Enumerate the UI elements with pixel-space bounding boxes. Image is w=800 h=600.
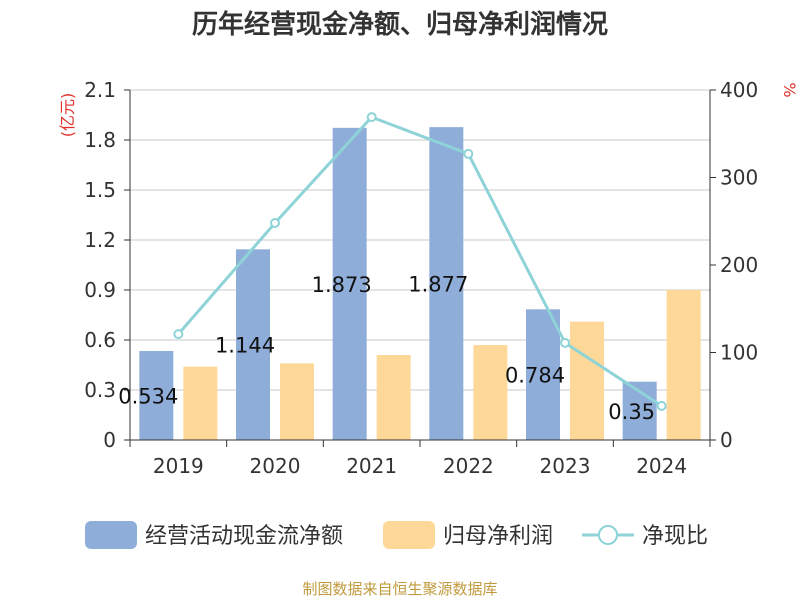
left-axis-tick-label: 1.8 <box>84 128 116 152</box>
left-axis-tick-label: 0 <box>103 428 116 452</box>
data-labels: 0.534 1.144 1.873 1.877 0.784 0.35 <box>118 273 655 424</box>
left-axis-tick-label: 0.3 <box>84 378 116 402</box>
x-axis-tick-label: 2023 <box>540 454 591 478</box>
right-axis-tick-label: 100 <box>720 341 758 365</box>
right-axis-tick-label: 400 <box>720 78 758 102</box>
chart-title: 历年经营现金净额、归母净利润情况 <box>192 9 608 40</box>
grid-lines <box>130 89 710 391</box>
x-axis-tick-label: 2020 <box>250 454 301 478</box>
cashflow-data-label: 0.35 <box>608 400 655 424</box>
cashflow-bar <box>332 127 367 440</box>
bar-series <box>139 127 701 441</box>
ratio-point <box>366 112 377 123</box>
right-axis-tick-label: 0 <box>720 428 733 452</box>
left-axis-tick-label: 1.5 <box>84 178 116 202</box>
cashflow-data-label: 0.784 <box>505 364 565 388</box>
right-axis-tick-label: 300 <box>720 166 758 190</box>
left-axis-tick-label: 1.2 <box>84 228 116 252</box>
x-axis-tick-label: 2024 <box>636 454 687 478</box>
line-series <box>173 112 667 411</box>
left-axis-tick-label: 0.6 <box>84 328 116 352</box>
left-axis-tick-label: 2.1 <box>84 78 116 102</box>
left-axis-unit: (亿元) <box>58 93 77 138</box>
right-axis-unit: % <box>780 82 799 97</box>
ratio-point <box>270 218 280 228</box>
cashflow-data-label: 0.534 <box>118 385 178 409</box>
x-axis-tick-label: 2019 <box>153 454 204 478</box>
profit-bar <box>570 321 604 440</box>
legend-cashflow-swatch <box>85 521 137 549</box>
cashflow-data-label: 1.873 <box>312 273 372 297</box>
profit-bar <box>473 345 508 440</box>
cashflow-data-label: 1.144 <box>215 334 275 358</box>
cashflow-bar <box>139 351 174 440</box>
ratio-point <box>463 148 474 159</box>
left-axis-tick-label: 0.9 <box>84 278 116 302</box>
legend-cashflow-label: 经营活动现金流净额 <box>145 524 343 549</box>
profit-bar <box>280 363 314 440</box>
legend: 经营活动现金流净额 归母净利润 净现比 <box>85 521 708 549</box>
ratio-line <box>177 115 663 408</box>
legend-profit-swatch <box>383 521 435 549</box>
legend-profit-label: 归母净利润 <box>443 524 553 549</box>
ratio-point <box>656 400 667 411</box>
cashflow-bar <box>429 127 464 441</box>
ratio-point <box>173 329 184 340</box>
cashflow-data-label: 1.877 <box>408 273 468 297</box>
profit-bar <box>183 366 218 440</box>
legend-ratio-marker <box>598 525 618 545</box>
profit-bar <box>376 355 411 440</box>
axes: 0 0.3 0.6 0.9 1.2 1.5 1.8 2.1 0 100 200 300 400 2019 2… <box>84 78 758 478</box>
profit-bar <box>666 290 701 440</box>
x-axis-tick-label: 2021 <box>346 454 397 478</box>
ratio-point <box>560 337 570 348</box>
source-note: 制图数据来自恒生聚源数据库 <box>302 580 497 598</box>
right-axis-tick-label: 200 <box>720 253 758 277</box>
cashflow-bar <box>236 249 270 440</box>
x-axis-tick-label: 2022 <box>443 454 494 478</box>
legend-ratio-label: 净现比 <box>642 524 708 549</box>
cashflow-bar <box>526 309 560 440</box>
